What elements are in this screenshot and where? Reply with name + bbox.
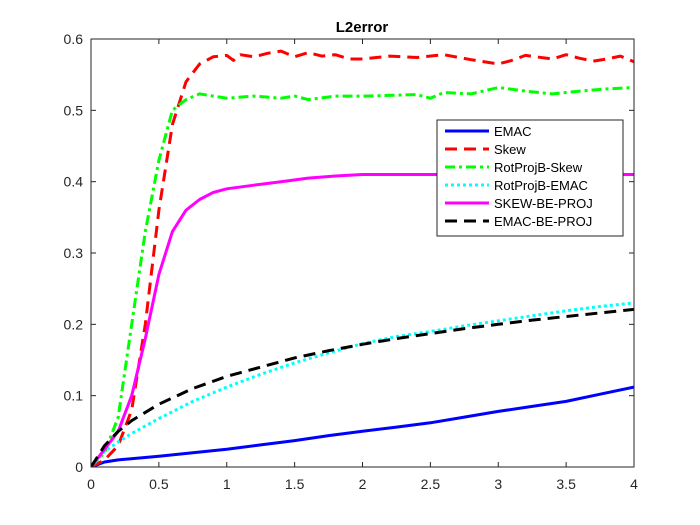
series-line-rotprojb-emac (91, 301, 634, 467)
x-tick-label: 1.5 (285, 476, 305, 492)
y-tick-label: 0.2 (64, 316, 84, 332)
legend-label: RotProjB-Skew (494, 160, 583, 175)
chart-title: L2error (336, 19, 389, 36)
x-tick-label: 0.5 (149, 476, 169, 492)
series-line-skew (91, 49, 634, 467)
legend: EMAC Skew RotProjB-Skew RotProjB-EMAC SKEW-B… (436, 119, 624, 237)
x-tick-label: 1 (223, 476, 231, 492)
plot-area (91, 39, 634, 467)
plot-background (91, 39, 634, 467)
legend-label: Skew (494, 142, 526, 157)
series-group (91, 49, 634, 467)
legend-box (436, 119, 624, 237)
axes: 0 0.5 1 1.5 2 2.5 3 3.5 4 0 0.1 0.2 0.3 0.4 0.5 0.6 (64, 31, 639, 492)
x-tick-label: 2 (359, 476, 367, 492)
x-tick-label: 2.5 (421, 476, 441, 492)
x-tick-label: 4 (630, 476, 638, 492)
legend-label: EMAC-BE-PROJ (494, 214, 592, 229)
x-tick-label: 3.5 (556, 476, 576, 492)
y-tick-label: 0.6 (64, 31, 84, 47)
legend-label: RotProjB-EMAC (494, 178, 588, 193)
y-tick-label: 0 (75, 459, 83, 475)
series-line-skew-be-proj (91, 173, 634, 467)
legend-label: EMAC (494, 124, 532, 139)
x-tick-label: 3 (494, 476, 502, 492)
series-line-rotprojb-skew (91, 86, 634, 467)
y-tick-label: 0.5 (64, 102, 84, 118)
series-line-emac-be-proj (91, 307, 634, 467)
y-tick-label: 0.3 (64, 245, 84, 261)
series-line-emac (91, 385, 634, 467)
y-tick-label: 0.4 (64, 174, 84, 190)
y-tick-label: 0.1 (64, 388, 84, 404)
x-tick-label: 0 (87, 476, 95, 492)
legend-label: SKEW-BE-PROJ (494, 196, 593, 211)
